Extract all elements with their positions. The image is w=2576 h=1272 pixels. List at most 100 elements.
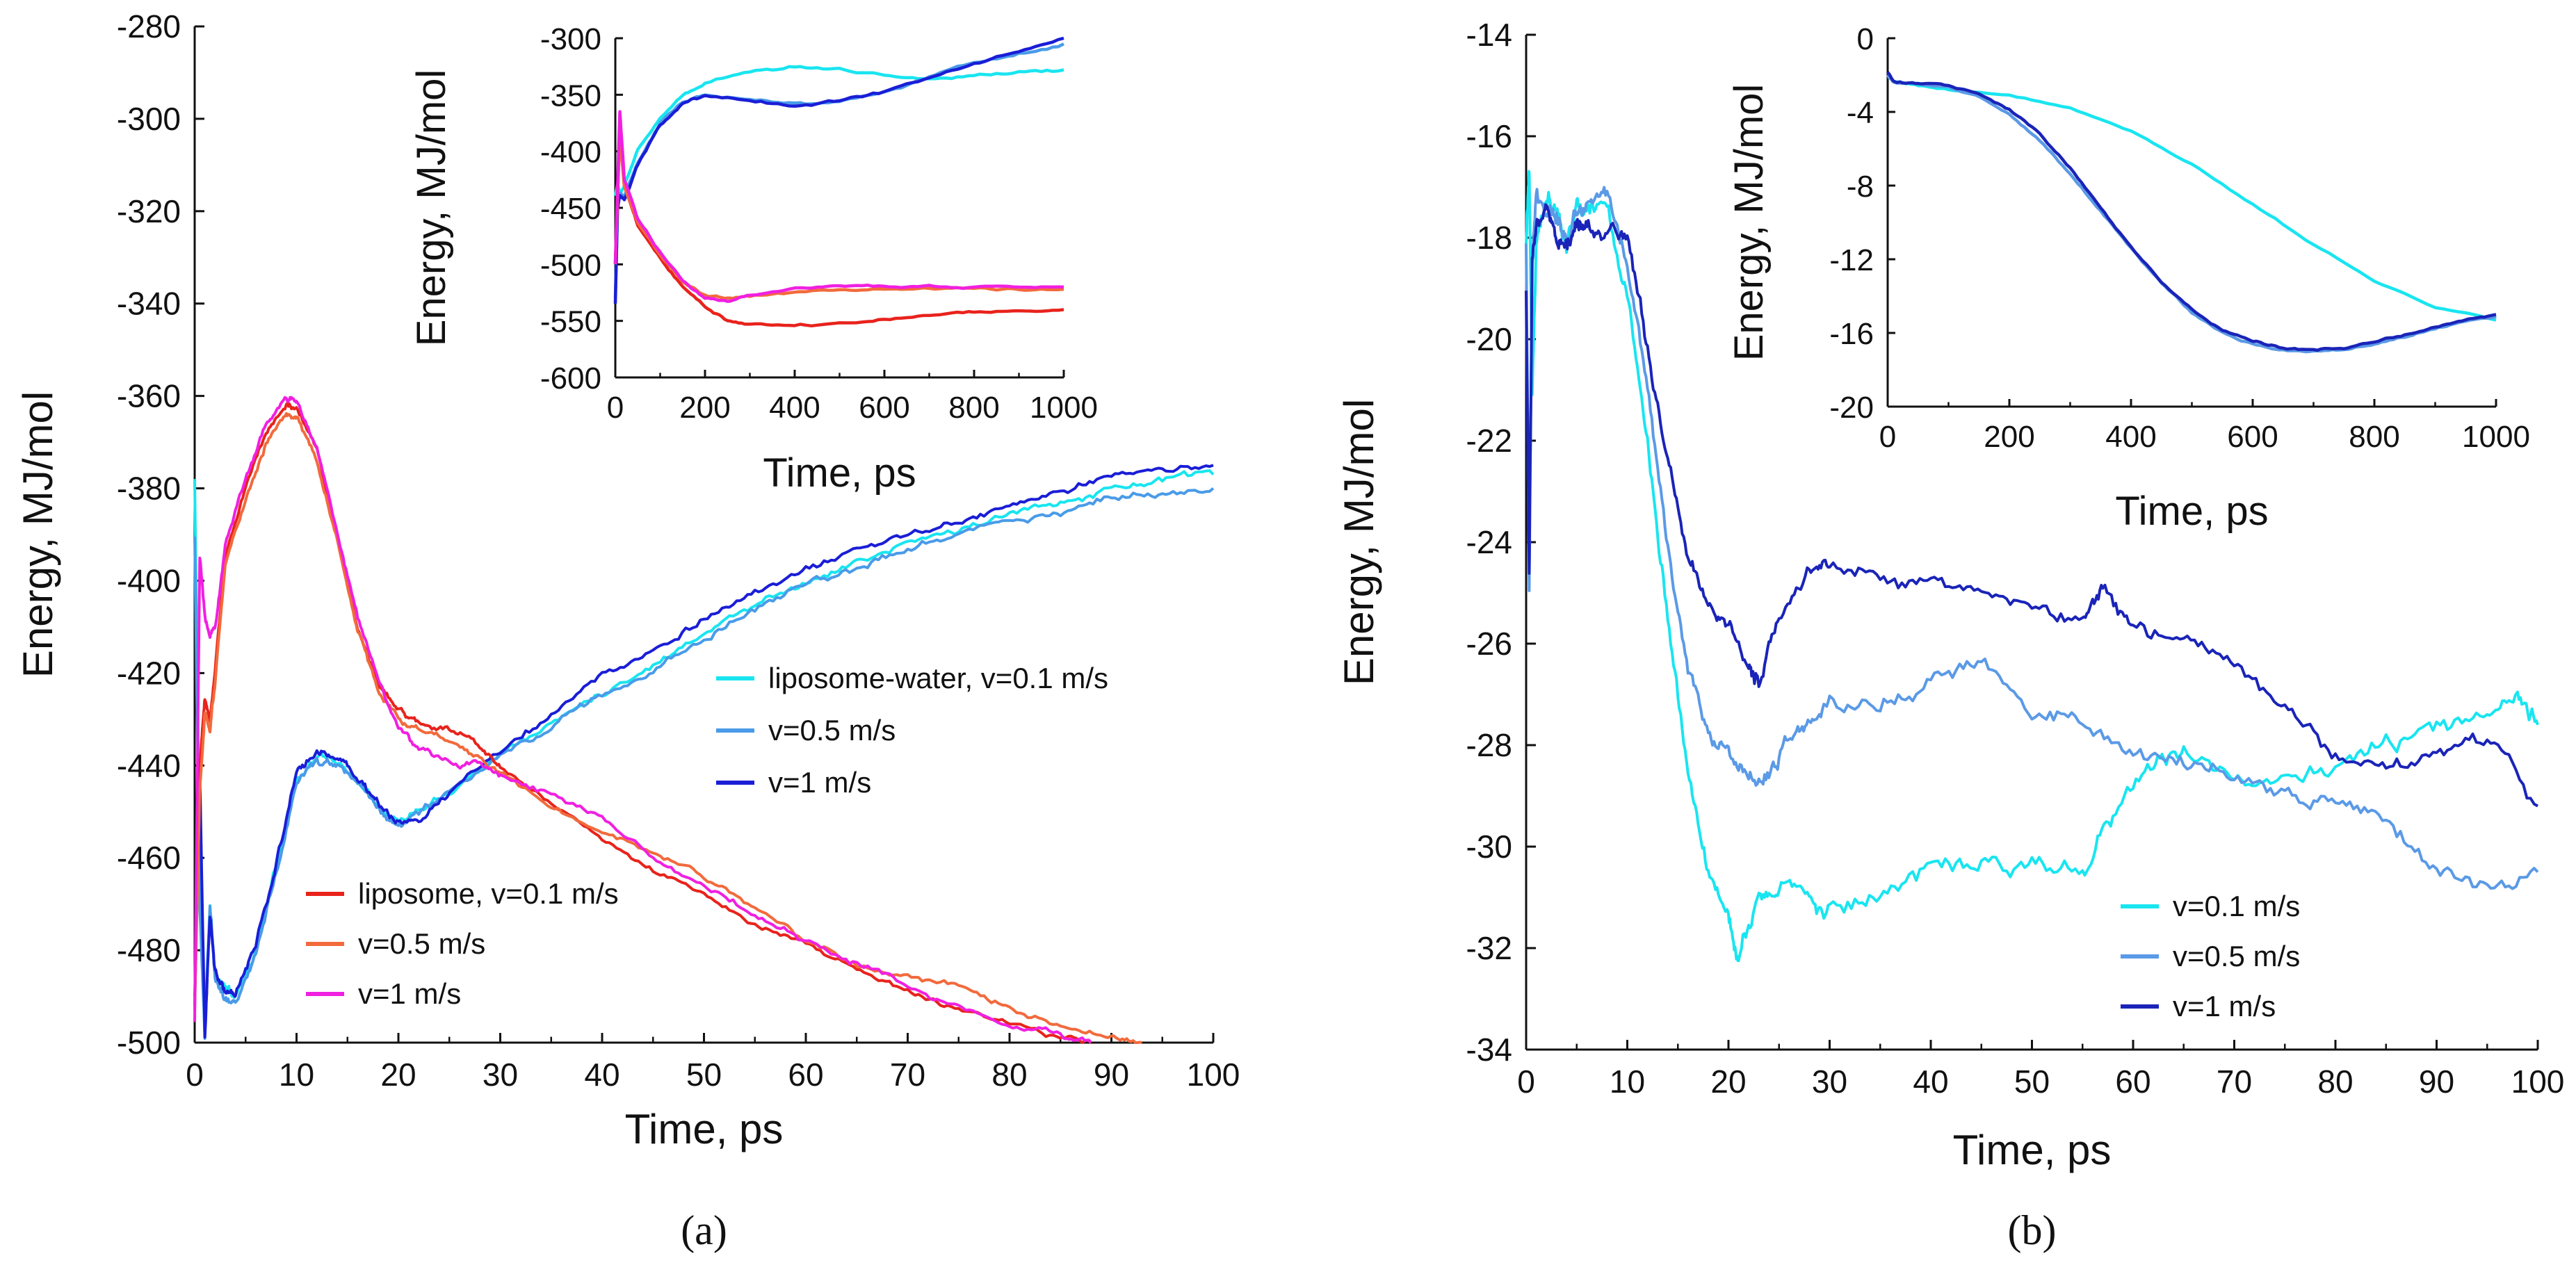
panel-b: 0 10 20 30 40 50 60 70 80 90 100 -14 -16 -18 -20 -22 -24… [1336, 17, 2564, 1253]
legend-label: liposome, v=0.1 m/s [358, 877, 619, 910]
legend-label: v=1 m/s [768, 766, 871, 799]
x-tick-label: 20 [1710, 1063, 1746, 1100]
x-tick-label: 800 [2349, 420, 2399, 454]
x-tick-label: 90 [2419, 1063, 2454, 1100]
series-line-4 [193, 402, 1092, 1044]
x-tick-label: 400 [2105, 420, 2156, 454]
legend-label: v=1 m/s [2173, 990, 2276, 1022]
x-tick-label: 50 [686, 1057, 722, 1093]
x-axis-title: Time, ps [1953, 1127, 2112, 1173]
x-tick-label: 0 [1879, 420, 1896, 454]
x-tick-label: 600 [859, 391, 909, 425]
y-tick-label: -500 [117, 1025, 181, 1061]
y-tick-label: -4 [1847, 96, 1874, 130]
series-line-1 [1525, 170, 2539, 963]
series-line-2 [193, 487, 1215, 1041]
legend: liposome-water, v=0.1 m/s v=0.5 m/s v=1 m/… [716, 662, 1108, 799]
series-line-1 [613, 65, 1064, 197]
y-tick-label: -300 [117, 101, 181, 137]
y-tick-label: -340 [117, 286, 181, 322]
y-tick-label: -26 [1466, 626, 1512, 662]
legend-label: v=1 m/s [358, 977, 461, 1010]
x-tick-label: 100 [1187, 1057, 1240, 1093]
x-tick-label: 200 [1984, 420, 2034, 454]
y-axis-title: Energy, MJ/mol [15, 391, 61, 678]
y-tick-label: -8 [1847, 170, 1874, 204]
x-tick-label: 400 [769, 391, 820, 425]
series-line-1 [193, 469, 1215, 1020]
x-tick-label: 60 [788, 1057, 823, 1093]
y-tick-label: -460 [117, 840, 181, 876]
legend-label: v=0.5 m/s [358, 927, 485, 960]
x-tick-label: 60 [2115, 1063, 2150, 1100]
y-tick-label: -380 [117, 471, 181, 507]
x-tick-label: 40 [1913, 1063, 1948, 1100]
panel-b-inset: 0 200 400 600 800 1000 0 -4 -8 -12 -16 -20 Time, ps E… [1726, 22, 2530, 534]
y-tick-label: -480 [117, 932, 181, 968]
y-tick-label: -34 [1466, 1032, 1512, 1068]
y-tick-label: -280 [117, 8, 181, 44]
inset-background [613, 35, 1067, 380]
x-tick-label: 10 [1610, 1063, 1645, 1100]
x-tick-label: 10 [279, 1057, 314, 1093]
series-line-5 [193, 411, 1142, 1044]
y-tick-label: -440 [117, 747, 181, 783]
y-axis-title: Energy, MJ/mol [1726, 84, 1772, 361]
series-line-1 [1886, 73, 2497, 322]
y-tick-label: -360 [117, 378, 181, 414]
panel-caption: (a) [681, 1207, 727, 1253]
y-tick-label: -22 [1466, 423, 1512, 459]
legend: liposome, v=0.1 m/s v=0.5 m/s v=1 m/s [306, 877, 619, 1010]
legend-label: v=0.5 m/s [768, 714, 896, 747]
y-tick-label: -600 [540, 361, 601, 396]
panel-a-inset: 0 200 400 600 800 1000 -300 -350 -400 -450 -500 -55… [409, 22, 1098, 496]
y-tick-label: -20 [1466, 321, 1512, 357]
x-tick-label: 40 [584, 1057, 619, 1093]
legend: v=0.1 m/s v=0.5 m/s v=1 m/s [2121, 890, 2300, 1022]
x-tick-label: 80 [991, 1057, 1027, 1093]
y-tick-label: 0 [1857, 22, 1874, 56]
x-tick-label: 600 [2227, 420, 2278, 454]
x-tick-label: 30 [483, 1057, 518, 1093]
x-tick-label: 50 [2014, 1063, 2050, 1100]
panel-a: 0 10 20 30 40 50 60 70 80 90 100 -280 -300 -320 -340 -3… [15, 8, 1240, 1253]
y-tick-label: -300 [540, 22, 601, 56]
y-axis-title: Energy, MJ/mol [409, 70, 454, 347]
y-tick-label: -18 [1466, 220, 1512, 256]
series-line-6 [613, 110, 1064, 303]
x-tick-label: 0 [1517, 1063, 1535, 1100]
y-tick-label: -16 [1829, 317, 1874, 351]
legend-label: v=0.1 m/s [2173, 890, 2300, 922]
series-line-3 [193, 464, 1214, 1039]
series-line-6 [193, 396, 1092, 1044]
y-tick-label: -24 [1466, 524, 1512, 560]
x-tick-label: 1000 [2462, 420, 2530, 454]
y-tick-label: -350 [540, 79, 601, 113]
y-tick-label: -550 [540, 305, 601, 339]
series-line-2 [1525, 186, 2539, 890]
series-line-3 [1886, 71, 2497, 352]
x-tick-label: 0 [186, 1057, 204, 1093]
x-axis-title: Time, ps [2115, 489, 2268, 534]
legend-label: v=0.5 m/s [2173, 940, 2300, 972]
y-tick-label: -12 [1829, 243, 1874, 277]
y-tick-label: -28 [1466, 727, 1512, 763]
y-tick-label: -20 [1829, 391, 1874, 425]
x-tick-label: 200 [679, 391, 730, 425]
panel-caption: (b) [2008, 1207, 2057, 1253]
x-axis-title: Time, ps [763, 450, 916, 496]
y-tick-label: -500 [540, 248, 601, 282]
series-line-3 [1525, 203, 2538, 808]
x-tick-label: 800 [948, 391, 999, 425]
y-tick-label: -14 [1466, 17, 1512, 53]
x-tick-label: 30 [1812, 1063, 1847, 1100]
x-tick-label: 70 [890, 1057, 925, 1093]
y-tick-label: -400 [117, 562, 181, 598]
y-tick-label: -32 [1466, 930, 1512, 966]
x-tick-label: 20 [380, 1057, 416, 1093]
x-tick-label: 100 [2511, 1063, 2565, 1100]
y-tick-label: -420 [117, 655, 181, 691]
y-axis-title: Energy, MJ/mol [1336, 399, 1382, 685]
x-tick-label: 0 [607, 391, 624, 425]
